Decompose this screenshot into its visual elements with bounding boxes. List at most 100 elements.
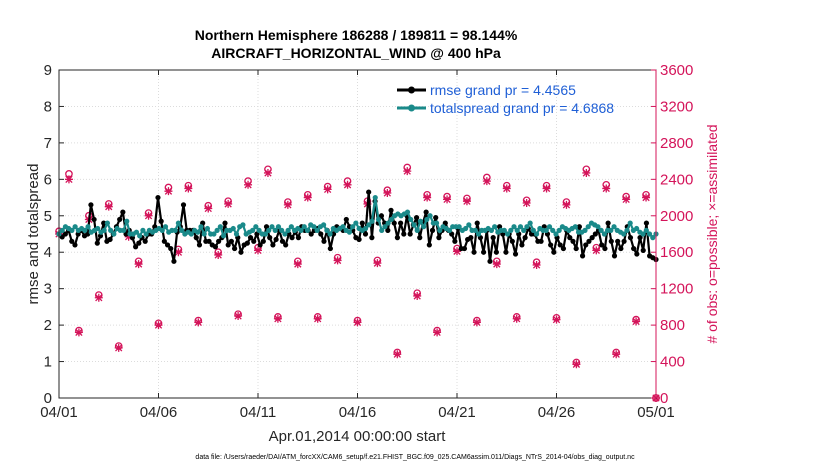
- spread-point: [375, 216, 382, 223]
- obs-assimilated-point: [333, 256, 342, 265]
- rmse-point: [193, 235, 199, 241]
- y-tick-label-left: 1: [44, 354, 52, 371]
- rmse-point: [257, 242, 263, 248]
- spread-point: [456, 224, 462, 230]
- spread-point: [472, 227, 478, 233]
- obs-assimilated-point: [74, 328, 83, 337]
- obs-assimilated-point: [562, 200, 571, 209]
- x-tick-label: 04/06: [140, 404, 178, 421]
- rmse-point: [133, 244, 139, 250]
- y-tick-label-right: 1600: [660, 244, 693, 261]
- obs-assimilated-point: [582, 168, 591, 177]
- obs-assimilated-point: [642, 193, 651, 202]
- x-tick-label: 04/16: [339, 404, 377, 421]
- rmse-point: [222, 220, 228, 226]
- spread-point: [266, 227, 272, 233]
- rmse-point: [487, 258, 493, 264]
- y-axis-label-right: # of obs: o=possible; ×=assimilated: [704, 124, 720, 343]
- spread-point: [301, 224, 307, 230]
- rmse-point: [267, 235, 273, 241]
- obs-assimilated-point: [472, 318, 481, 327]
- obs-assimilated-point: [323, 185, 332, 194]
- spread-point: [466, 222, 472, 228]
- spread-point: [172, 227, 178, 233]
- spread-point: [446, 227, 453, 233]
- rmse-point: [493, 249, 499, 255]
- rmse-point: [69, 238, 75, 244]
- spread-point: [488, 227, 495, 233]
- rmse-point: [576, 224, 582, 230]
- chart-title-line2: AIRCRAFT_HORIZONTAL_WIND @ 400 hPa: [211, 45, 501, 61]
- spread-point: [556, 227, 562, 233]
- y-tick-label-right: 3200: [660, 98, 693, 115]
- rmse-point: [362, 231, 369, 237]
- rmse-point: [359, 220, 365, 226]
- spread-point: [388, 216, 394, 223]
- rmse-point: [592, 231, 598, 237]
- x-tick-label: 04/26: [538, 404, 576, 421]
- rmse-point: [474, 220, 480, 226]
- rmse-point: [397, 220, 404, 226]
- spread-point: [517, 224, 524, 230]
- spread-point: [627, 220, 633, 226]
- rmse-point: [158, 218, 164, 224]
- rmse-point: [605, 220, 611, 226]
- spread-point: [279, 227, 285, 233]
- rmse-point: [452, 238, 458, 244]
- spread-point: [608, 227, 614, 233]
- spread-point: [230, 225, 236, 232]
- obs-assimilated-point: [273, 314, 282, 323]
- rmse-point: [634, 251, 640, 257]
- spread-point: [362, 225, 369, 232]
- y-tick-label-right: 2800: [660, 135, 693, 152]
- spread-point: [188, 231, 194, 237]
- spread-point: [404, 209, 411, 215]
- rmse-point: [538, 238, 544, 244]
- spread-point: [324, 227, 330, 233]
- rmse-point: [426, 242, 432, 248]
- rmse-point: [88, 202, 94, 208]
- spread-point: [162, 224, 169, 230]
- rmse-point: [611, 253, 618, 259]
- obs-assimilated-point: [343, 180, 352, 189]
- rmse-point: [180, 202, 187, 208]
- rmse-point: [429, 227, 436, 233]
- obs-assimilated-point: [403, 167, 412, 176]
- rmse-point: [522, 235, 528, 241]
- spread-point: [253, 224, 259, 230]
- legend-rmse-marker: [408, 86, 415, 94]
- obs-assimilated-point: [602, 184, 611, 193]
- obs-assimilated-point: [522, 199, 531, 208]
- spread-point: [514, 227, 520, 233]
- obs-assimilated-point: [283, 200, 292, 209]
- spread-point: [475, 231, 482, 237]
- rmse-point: [356, 236, 362, 243]
- spread-point: [311, 224, 317, 230]
- y-tick-label-left: 9: [44, 62, 52, 79]
- spread-point: [108, 227, 114, 233]
- rmse-point: [391, 220, 397, 226]
- y-tick-label-left: 7: [44, 135, 52, 152]
- spread-point: [327, 231, 333, 237]
- obs-assimilated-point: [492, 260, 501, 269]
- spread-point: [275, 224, 282, 230]
- rmse-point: [573, 245, 579, 252]
- rmse-point: [490, 235, 496, 241]
- obs-assimilated-point: [453, 247, 461, 256]
- spread-point: [437, 227, 443, 233]
- rmse-point: [72, 242, 78, 248]
- obs-assimilated-point: [263, 168, 272, 177]
- rmse-point: [120, 209, 126, 215]
- spread-point: [508, 227, 514, 233]
- spread-point: [240, 222, 246, 228]
- spread-point: [104, 220, 111, 226]
- data-file-footnote: data file: /Users/raeder/DAI/ATM_forcXX/…: [195, 454, 635, 461]
- y-tick-label-left: 0: [44, 390, 52, 407]
- x-axis-label: Apr.01,2014 00:00:00 start: [269, 428, 447, 445]
- obs-assimilated-point: [244, 180, 253, 189]
- spread-point: [643, 227, 649, 233]
- rmse-point: [579, 253, 586, 259]
- spread-point: [201, 231, 207, 237]
- obs-assimilated-point: [512, 314, 521, 323]
- chart-title-line1: Northern Hemisphere 186288 / 189811 = 98…: [195, 27, 518, 43]
